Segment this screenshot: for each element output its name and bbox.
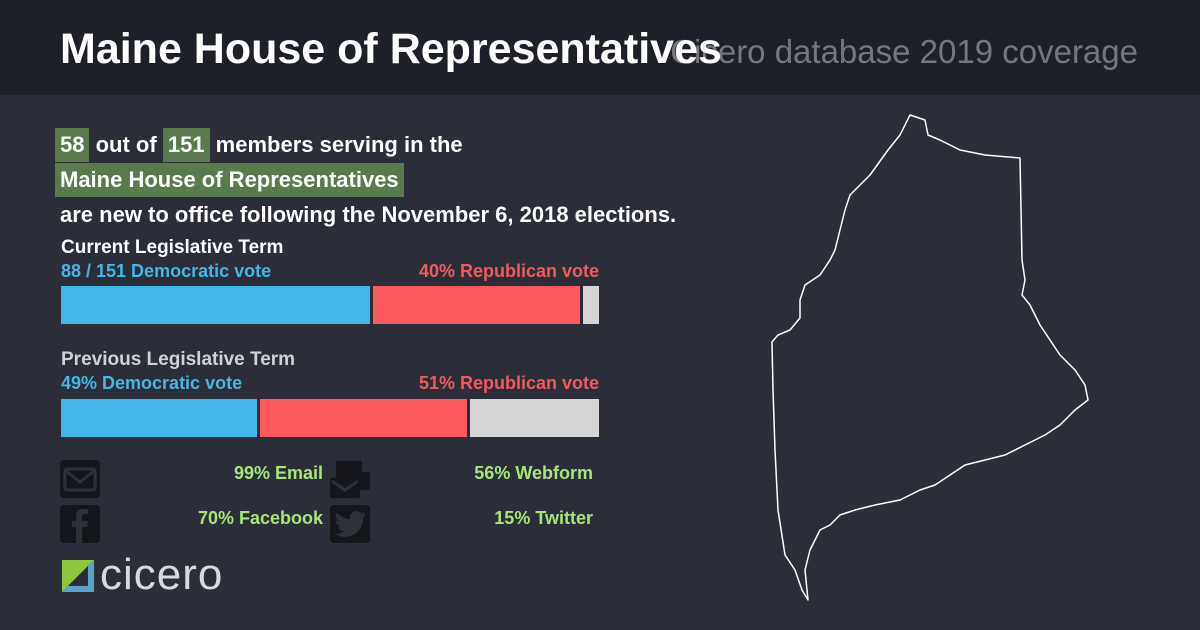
intro-out-of: out of — [95, 132, 157, 157]
email-percent: 99% Email — [233, 463, 323, 483]
current-rep-segment — [373, 286, 580, 324]
intro-line1-rest: members serving in the — [215, 132, 463, 157]
intro-summary: 58 out of 151 members serving in the Mai… — [55, 127, 755, 232]
facebook-percent: 70% Facebook — [197, 508, 323, 528]
facebook-icon — [60, 505, 100, 543]
current-rep-label: 40% Republican vote — [418, 261, 599, 281]
current-term-title: Current Legislative Term — [61, 237, 284, 258]
header-bar: Cicero database 2019 coverage Maine Hous… — [0, 0, 1200, 95]
previous-other-segment — [469, 399, 599, 437]
cicero-logo-icon — [62, 560, 94, 592]
current-dem-segment — [61, 286, 371, 324]
page-subtitle: Cicero database 2019 coverage — [670, 33, 1138, 70]
logo-wordmark: cicero — [100, 550, 224, 599]
maine-state-outline — [771, 114, 1089, 601]
previous-term-bar — [61, 399, 599, 437]
current-other-segment — [582, 286, 599, 324]
previous-dem-label: 49% Democratic vote — [61, 373, 243, 393]
total-members-count: 151 — [162, 128, 210, 162]
current-dem-label: 88 / 151 Democratic vote — [61, 261, 272, 281]
previous-term-title: Previous Legislative Term — [61, 349, 296, 370]
page-title: Maine House of Representatives — [60, 25, 722, 73]
twitter-icon — [330, 505, 370, 543]
webform-percent: 56% Webform — [474, 463, 593, 483]
previous-rep-label: 51% Republican vote — [418, 373, 599, 393]
email-icon — [60, 460, 100, 498]
previous-dem-segment — [61, 399, 258, 437]
webform-icon — [330, 460, 370, 498]
intro-line3: are new to office following the November… — [60, 202, 677, 227]
current-term-bar — [61, 286, 599, 324]
new-members-count: 58 — [55, 128, 90, 162]
twitter-percent: 15% Twitter — [494, 508, 593, 528]
cicero-logo: cicero — [62, 550, 222, 600]
legislative-body-name: Maine House of Representatives — [55, 163, 404, 197]
previous-rep-segment — [260, 399, 467, 437]
